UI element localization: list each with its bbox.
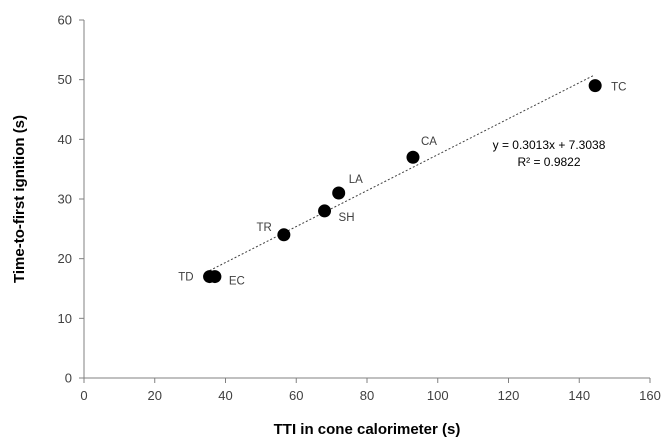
point-label-sh: SH <box>339 212 355 224</box>
data-point-la <box>332 186 346 200</box>
x-tick-label: 80 <box>360 388 374 403</box>
y-tick-label: 50 <box>58 72 72 87</box>
axes: 0 20 40 60 80 100 120 140 160 0 10 20 30 40 50 60 <box>58 13 661 404</box>
data-point-ec <box>208 270 222 284</box>
data-point-ca <box>406 150 420 164</box>
point-label-tr: TR <box>257 222 272 234</box>
point-label-ca: CA <box>421 136 437 148</box>
y-tick-label: 20 <box>58 251 72 266</box>
y-tick-label: 60 <box>58 13 72 28</box>
data-point-sh <box>318 204 332 218</box>
x-tick-label: 120 <box>498 388 520 403</box>
point-labels: TD EC TR SH LA CA TC <box>178 82 626 288</box>
x-tick-label: 40 <box>218 388 232 403</box>
data-point-tc <box>588 79 602 93</box>
x-tick-label: 100 <box>427 388 449 403</box>
x-axis-title: TTI in cone calorimeter (s) <box>274 421 461 438</box>
point-label-tc: TC <box>611 82 626 94</box>
point-label-td: TD <box>178 272 193 284</box>
y-tick-label: 40 <box>58 132 72 147</box>
x-tick-label: 0 <box>80 388 87 403</box>
x-tick-label: 60 <box>289 388 303 403</box>
data-point-tr <box>277 228 291 242</box>
trendline-equation: y = 0.3013x + 7.3038 <box>493 138 606 152</box>
point-label-la: LA <box>349 174 363 186</box>
trendline-group <box>205 75 594 273</box>
y-tick-label: 30 <box>58 192 72 207</box>
y-tick-label: 0 <box>65 371 72 386</box>
trendline-r2: R² = 0.9822 <box>517 155 580 169</box>
x-tick-label: 160 <box>639 388 661 403</box>
point-label-ec: EC <box>229 276 245 288</box>
x-tick-label: 140 <box>568 388 590 403</box>
x-tick-label: 20 <box>148 388 162 403</box>
y-tick-label: 10 <box>58 311 72 326</box>
y-axis-title: Time-to-first ignition (s) <box>11 115 28 283</box>
trendline <box>205 75 594 273</box>
data-points <box>203 79 602 284</box>
